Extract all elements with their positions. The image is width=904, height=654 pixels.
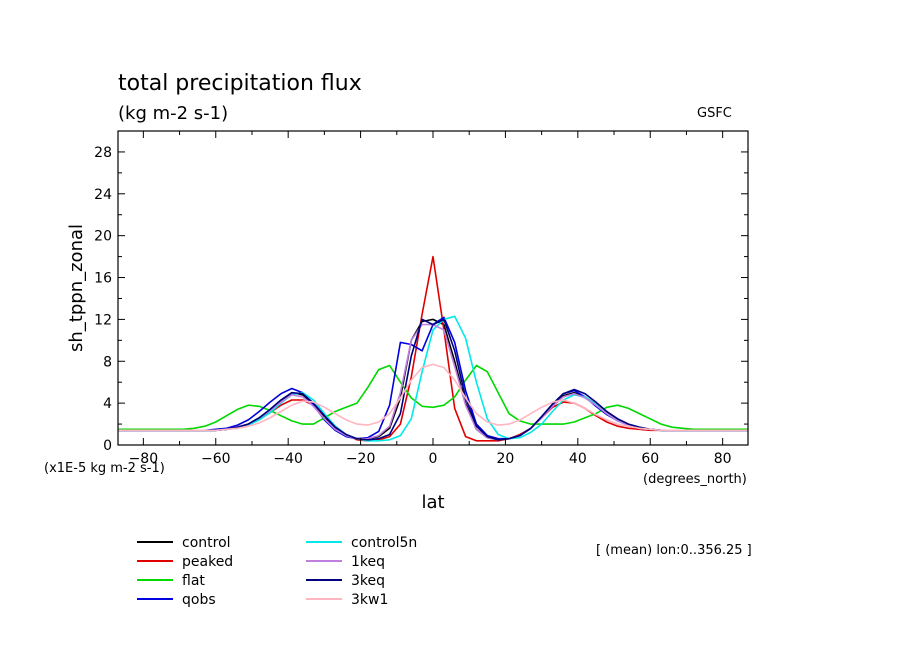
mean-note: [ (mean) lon:0..356.25 ] [596,543,752,558]
plot-frame [117,130,749,446]
y-tick-label: 8 [103,354,112,370]
x-tick-label: −60 [201,451,231,467]
series-line-flat [118,364,748,431]
series-line-3keq [118,318,748,441]
x-tick-label: 40 [569,451,587,467]
legend: control peaked flat qobs control5n 1keq 3keq 3k… [137,535,417,608]
legend-label-3keq: 3keq [351,573,385,589]
x-tick-label: 60 [641,451,659,467]
series-line-control5n [118,315,748,442]
scale-note: (x1E-5 kg m-2 s-1) [44,461,165,476]
y-tick-label: 16 [94,271,112,287]
chart-title: total precipitation flux [118,71,362,96]
legend-label-control: control [182,535,231,551]
x-tick-label: −40 [273,451,303,467]
series-layer [118,255,748,442]
y-tick-label: 24 [94,187,112,203]
y-tick-label: 4 [103,396,112,412]
legend-label-flat: flat [182,573,205,589]
legend-label-qobs: qobs [182,592,216,608]
y-tick-label: 12 [94,312,112,328]
y-tick-label: 20 [94,229,112,245]
legend-label-1keq: 1keq [351,554,385,570]
y-tick-label: 0 [103,438,112,454]
chart-subtitle: (kg m-2 s-1) [118,103,228,124]
legend-label-control5n: control5n [351,535,417,551]
series-line-control [118,318,748,441]
series-line-peaked [118,255,748,442]
series-line-3kw1 [118,363,748,432]
x-tick-label: 80 [714,451,732,467]
y-axis-ticks: 0 4 8 12 16 20 24 28 [94,145,748,454]
legend-label-peaked: peaked [182,554,233,570]
x-tick-label: −80 [129,451,159,467]
y-tick-label: 28 [94,145,112,161]
y-axis-label: sh_tppn_zonal [66,224,87,352]
source-label: GSFC [697,106,732,121]
x-axis-ticks: −80 −60 −40 −20 0 20 40 60 80 [129,131,732,467]
legend-label-3kw1: 3kw1 [351,592,388,608]
x-tick-label: 0 [429,451,438,467]
x-units-label: (degrees_north) [643,472,747,487]
x-tick-label: −20 [346,451,376,467]
x-tick-label: 20 [496,451,514,467]
x-axis-label: lat [421,492,444,513]
